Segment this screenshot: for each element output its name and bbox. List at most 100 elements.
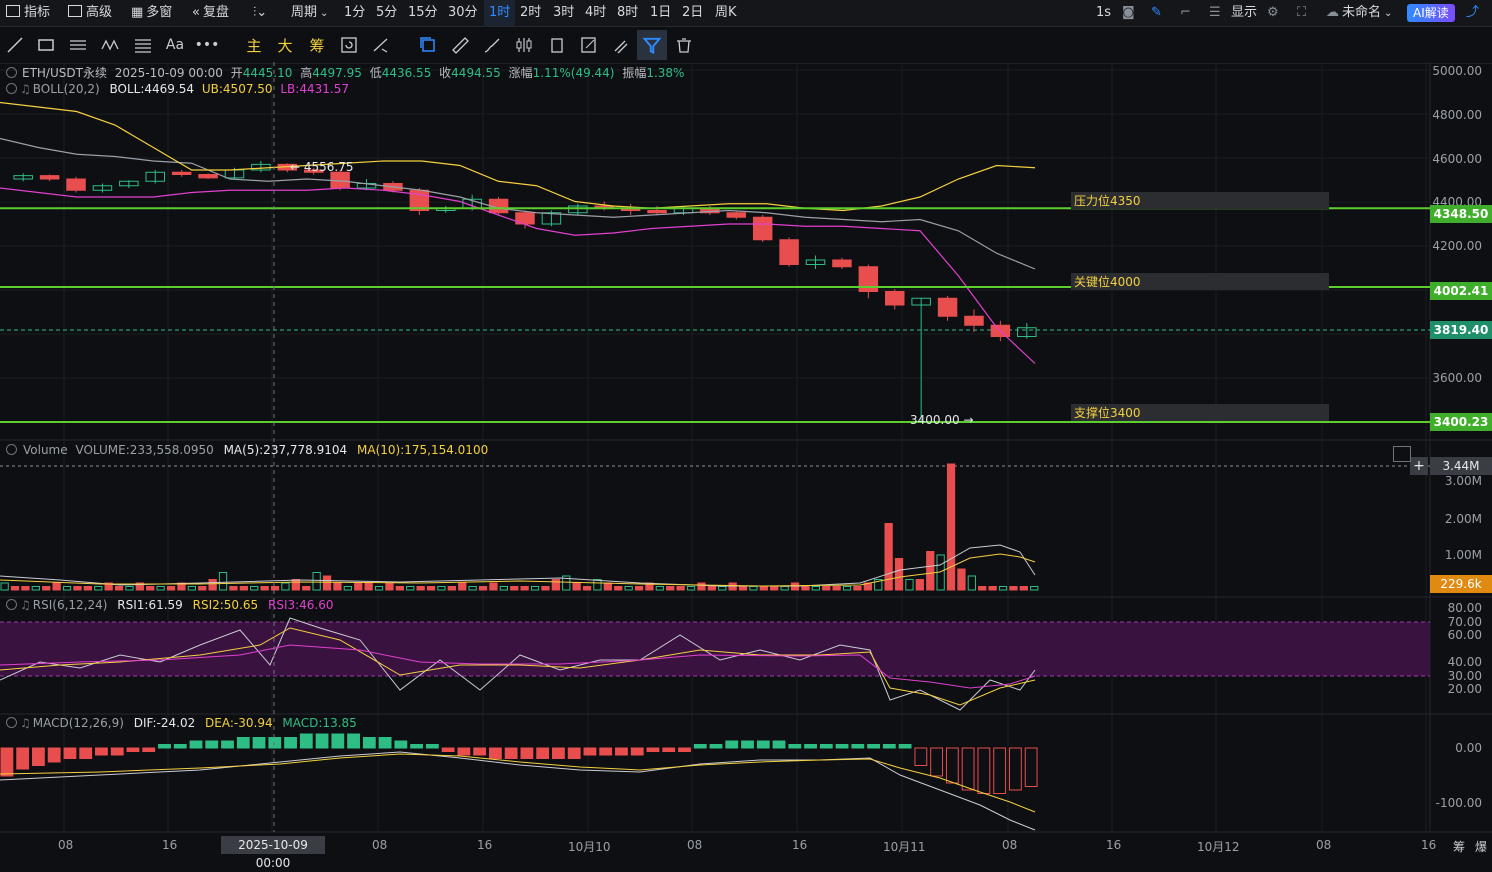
fibonacci-icon[interactable] — [131, 33, 155, 57]
interval-1d[interactable]: 1日 — [650, 5, 672, 20]
ai-interpret-button[interactable]: AI解读 — [1407, 4, 1455, 22]
text-tool-icon[interactable]: Aa — [165, 37, 185, 53]
interval-4h[interactable]: 4时 — [585, 5, 607, 20]
macd-bar — [126, 747, 140, 752]
pencil-icon[interactable]: ✎ — [1151, 5, 1162, 20]
interval-1m[interactable]: 1分 — [344, 5, 366, 20]
multi-window-menu[interactable]: ▦ 多窗 — [131, 0, 172, 26]
collapse-icon[interactable] — [6, 599, 17, 610]
copy-icon[interactable] — [416, 33, 440, 57]
volume-bar — [655, 586, 664, 591]
close-label: 收 — [439, 66, 452, 80]
volume-bar — [634, 586, 644, 591]
filter-icon[interactable] — [637, 30, 667, 60]
ruler-icon[interactable] — [448, 33, 472, 57]
chip-footer-button[interactable]: 筹 — [1453, 840, 1466, 854]
liquidation-footer-button[interactable]: 爆 — [1475, 840, 1488, 854]
interval-30m[interactable]: 30分 — [448, 5, 478, 20]
rewind-icon: « — [192, 5, 200, 20]
volume-bar — [270, 586, 280, 591]
more-icon[interactable]: ••• — [194, 37, 220, 53]
crop-icon[interactable]: ⌐ — [1180, 5, 1191, 20]
trash-icon[interactable] — [672, 33, 696, 57]
collapse-icon[interactable] — [6, 717, 17, 728]
erase-line-icon[interactable] — [369, 33, 393, 57]
replay-menu[interactable]: «复盘 — [192, 0, 229, 26]
interval-2h[interactable]: 2时 — [520, 5, 542, 20]
support-zone-label: 支撑位3400 — [1074, 406, 1141, 420]
amp-value: 1.38% — [646, 66, 685, 80]
interval-8h[interactable]: 8时 — [617, 5, 639, 20]
volume-bar — [801, 586, 810, 591]
advanced-menu[interactable]: 高级 — [68, 0, 112, 26]
list-icon[interactable]: ☰ — [1209, 5, 1221, 20]
rsi-lines — [0, 617, 1036, 711]
chart-type-button[interactable]: ⫶⌄ — [253, 0, 267, 26]
macd-bar — [284, 737, 297, 749]
parallel-lines-icon[interactable] — [66, 33, 90, 57]
time-tick: 16 — [1421, 838, 1437, 852]
interval-1h[interactable]: 1时 — [484, 0, 516, 26]
pane-expand-icon[interactable] — [1393, 446, 1411, 462]
open-value: 4445.10 — [242, 66, 293, 80]
share-icon[interactable]: ⤴ — [1466, 5, 1480, 20]
interval-3h[interactable]: 3时 — [553, 5, 575, 20]
collapse-icon[interactable] — [6, 83, 17, 94]
boll-boll-line — [0, 137, 1036, 270]
resistance-zone[interactable] — [1071, 192, 1329, 209]
bell-icon[interactable]: ♫ — [20, 716, 31, 730]
macd-bar — [709, 744, 723, 749]
main-chip-button[interactable]: 主 — [246, 36, 262, 55]
macd-bar — [441, 747, 455, 752]
bell-icon[interactable]: ♫ — [20, 82, 31, 96]
wave-pattern-icon[interactable] — [99, 33, 123, 57]
layout-menu[interactable]: ☁ 未命名 ⌄ — [1326, 0, 1392, 26]
chart-interval[interactable]: 1s — [1096, 5, 1112, 20]
volume-bar — [624, 586, 633, 591]
collapse-icon[interactable] — [6, 444, 17, 455]
magnet-icon[interactable] — [608, 33, 632, 57]
camera-icon[interactable]: ◙ — [1122, 5, 1135, 20]
indicators-menu[interactable]: 指标 — [6, 0, 50, 26]
macd-bar — [599, 747, 613, 756]
candles-icon[interactable] — [512, 33, 536, 57]
candle-body — [39, 175, 60, 180]
interval-15m[interactable]: 15分 — [408, 5, 438, 20]
volume-bar — [905, 579, 914, 591]
note-edit-icon[interactable] — [577, 33, 601, 57]
refresh-box-icon[interactable] — [337, 33, 361, 57]
clipboard-icon[interactable] — [545, 33, 569, 57]
key-zone[interactable] — [1071, 273, 1329, 290]
volume-bar — [166, 586, 176, 591]
candle-body — [568, 205, 588, 214]
chip-button[interactable]: 筹 — [309, 36, 325, 55]
resistance-price-tag: 4348.50 — [1430, 205, 1492, 223]
line-tool-icon[interactable] — [3, 33, 27, 57]
fullscreen-icon[interactable]: ⛶ — [1297, 5, 1307, 20]
brush-icon[interactable] — [480, 33, 504, 57]
macd-bar — [867, 744, 880, 749]
interval-5m[interactable]: 5分 — [376, 5, 398, 20]
rectangle-tool-icon[interactable] — [34, 33, 58, 57]
collapse-icon[interactable] — [6, 67, 17, 78]
macd-bar — [693, 744, 707, 749]
candle-body — [858, 266, 879, 292]
period-menu[interactable]: 周期 ⌄ — [291, 0, 328, 26]
volume-bar — [686, 586, 696, 591]
add-crosshair-icon[interactable]: + — [1410, 457, 1428, 475]
bell-icon[interactable]: ♫ — [20, 598, 31, 612]
volume-bar — [458, 582, 467, 591]
display-menu[interactable]: 显示 — [1231, 5, 1258, 20]
volume-bar — [822, 586, 831, 591]
macd-bar — [1008, 747, 1022, 791]
candle-body — [303, 169, 324, 173]
support-zone[interactable] — [1071, 404, 1329, 421]
big-chip-button[interactable]: 大 — [277, 36, 293, 55]
volume-bar — [322, 575, 332, 591]
gear-icon[interactable]: ⚙ — [1267, 5, 1279, 20]
volume-bar — [572, 582, 581, 591]
interval-1w[interactable]: 周K — [715, 5, 737, 20]
macd-bar — [268, 737, 282, 749]
interval-2d[interactable]: 2日 — [682, 5, 704, 20]
